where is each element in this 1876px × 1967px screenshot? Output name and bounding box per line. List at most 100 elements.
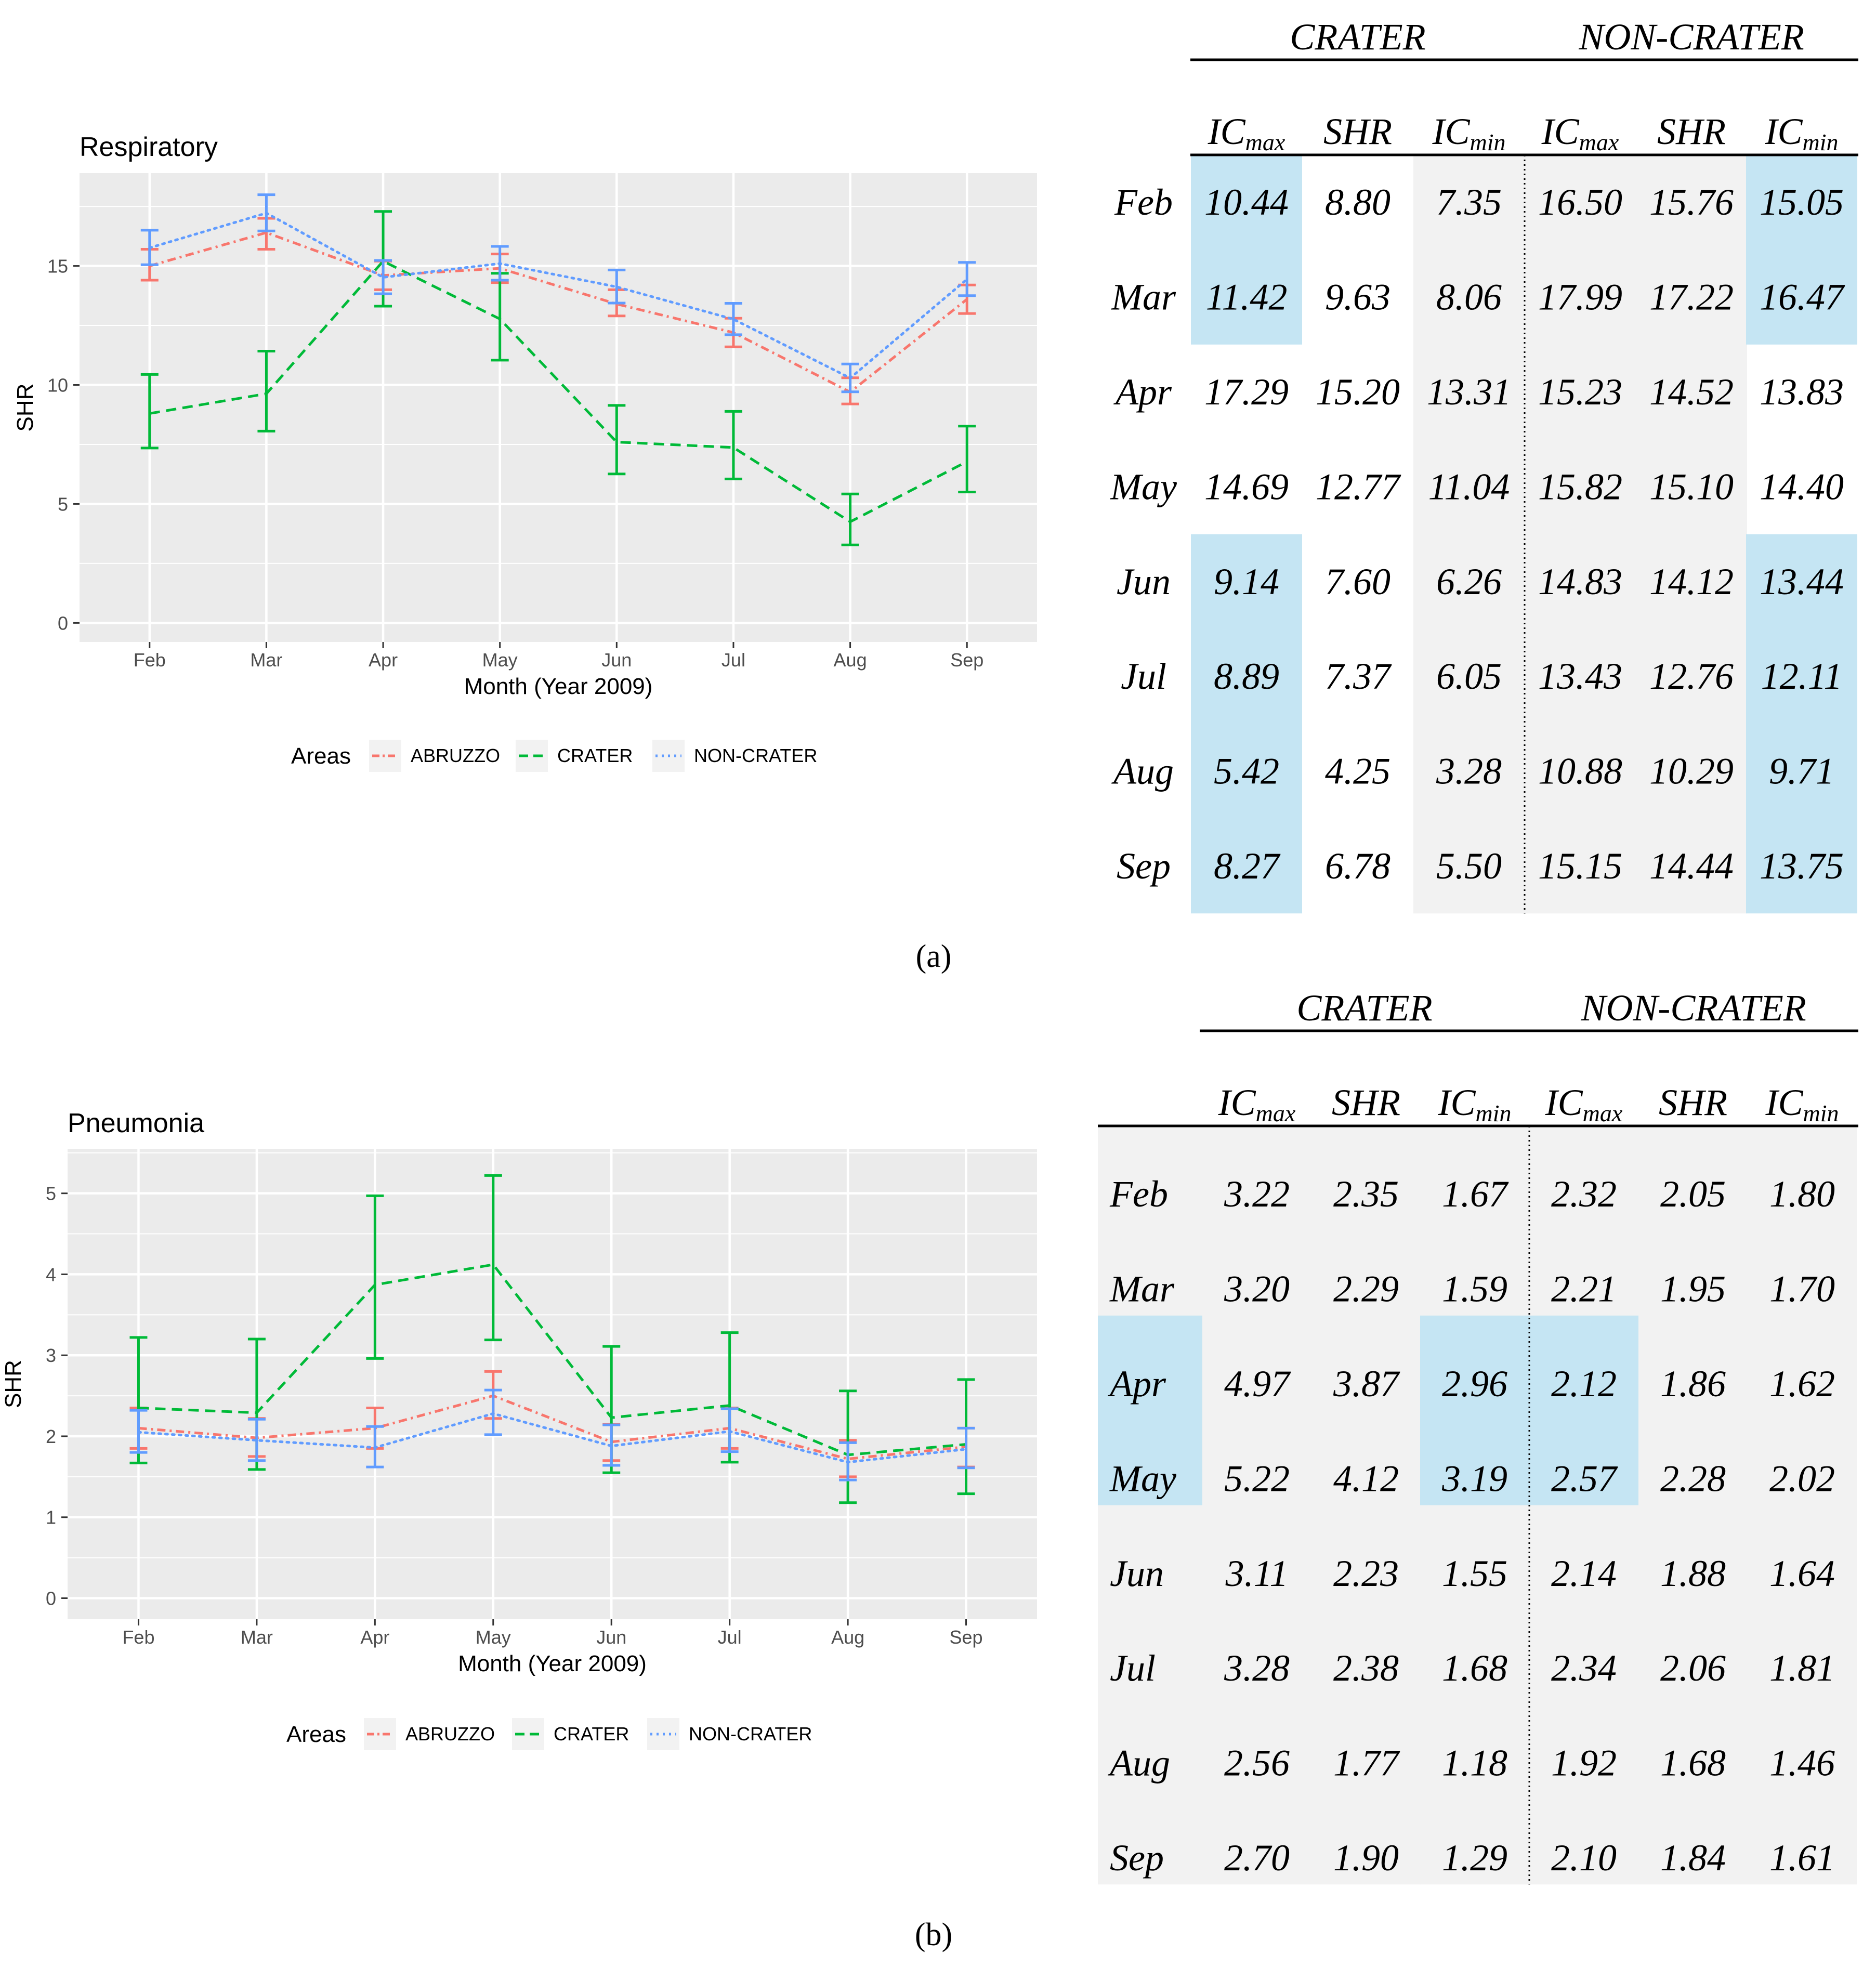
row-month: May <box>1110 466 1177 507</box>
x-tick-label: Aug <box>834 649 867 671</box>
group-header: CRATER <box>1296 987 1432 1029</box>
row-month: Sep <box>1110 1837 1164 1879</box>
highlight-cell <box>1529 1315 1638 1505</box>
column-header-sub: min <box>1803 129 1839 155</box>
table-cell: 1.29 <box>1442 1837 1507 1879</box>
table-cell: 2.05 <box>1660 1173 1726 1215</box>
table-cell: 1.86 <box>1660 1363 1726 1405</box>
column-header: ICmin <box>1432 111 1506 155</box>
y-tick-label: 4 <box>46 1264 56 1285</box>
table-cell: 17.99 <box>1538 277 1622 318</box>
table-cell: 8.06 <box>1436 277 1502 318</box>
table-cell: 15.82 <box>1538 466 1622 507</box>
x-axis-label: Month (Year 2009) <box>464 674 653 699</box>
table-cell: 2.14 <box>1551 1553 1617 1594</box>
table-cell: 14.44 <box>1649 845 1734 887</box>
table-cell: 8.27 <box>1214 845 1281 887</box>
plot-panel <box>68 1149 1037 1619</box>
table-cell: 2.23 <box>1333 1553 1399 1594</box>
table-cell: 2.32 <box>1551 1173 1617 1215</box>
x-tick-label: Mar <box>241 1627 273 1648</box>
legend: Areas ABRUZZO CRATER NON-CRATER <box>286 1718 812 1750</box>
x-tick-label: Sep <box>950 1627 983 1648</box>
series-line <box>137 1412 968 1464</box>
legend-label: ABRUZZO <box>405 1723 495 1745</box>
highlight-cell <box>1746 155 1857 345</box>
table-cell: 1.84 <box>1660 1837 1726 1879</box>
table-cell: 1.68 <box>1660 1742 1726 1784</box>
table-cell: 14.83 <box>1538 561 1622 602</box>
column-header-main: SHR <box>1332 1082 1400 1123</box>
row-month: May <box>1109 1458 1176 1499</box>
column-shade <box>1636 155 1747 914</box>
table-cell: 6.78 <box>1325 845 1390 887</box>
table-cell: 16.47 <box>1760 277 1845 318</box>
table-cell: 15.10 <box>1649 466 1734 507</box>
column-shade <box>1525 155 1636 914</box>
table-cell: 1.95 <box>1660 1268 1726 1310</box>
column-header-main: IC <box>1438 1082 1476 1123</box>
legend-label: ABRUZZO <box>411 745 500 766</box>
chart-title: Pneumonia <box>68 1108 204 1138</box>
x-tick-label: Jun <box>596 1627 626 1648</box>
table-row: Feb 3.22 2.35 1.67 2.32 2.05 1.80 <box>1109 1173 1835 1215</box>
column-header-main: SHR <box>1659 1082 1727 1123</box>
table-cell: 1.90 <box>1333 1837 1399 1879</box>
row-month: Aug <box>1108 1742 1170 1784</box>
table-row: Jun 9.14 7.60 6.26 14.83 14.12 13.44 <box>1117 561 1844 602</box>
column-header-main: IC <box>1218 1082 1256 1123</box>
column-header: SHR <box>1659 1082 1727 1123</box>
column-header-sub: max <box>1583 1100 1623 1126</box>
table-cell: 2.02 <box>1769 1458 1835 1499</box>
table-cell: 2.38 <box>1333 1647 1399 1689</box>
table-row: Sep 2.70 1.90 1.29 2.10 1.84 1.61 <box>1110 1837 1835 1879</box>
y-tick-label: 5 <box>46 1183 56 1204</box>
table-cell: 1.88 <box>1660 1553 1726 1594</box>
row-month: Aug <box>1111 751 1174 792</box>
table-cell: 11.42 <box>1206 277 1288 318</box>
table-row: May 14.69 12.77 11.04 15.82 15.10 14.40 <box>1110 466 1844 507</box>
table-cell: 1.68 <box>1442 1647 1507 1689</box>
table-cell: 4.25 <box>1325 751 1390 792</box>
table-cell: 1.61 <box>1769 1837 1835 1879</box>
table-cell: 14.52 <box>1649 371 1734 413</box>
table-cell: 5.50 <box>1436 845 1502 887</box>
column-header-main: IC <box>1765 1082 1804 1123</box>
column-header-sub: max <box>1256 1100 1296 1126</box>
column-header-main: IC <box>1432 111 1471 152</box>
table-row: Mar 3.20 2.29 1.59 2.21 1.95 1.70 <box>1109 1268 1835 1310</box>
table-cell: 1.77 <box>1333 1742 1400 1784</box>
table-cell: 2.34 <box>1551 1647 1617 1689</box>
chart-title: Respiratory <box>80 132 218 162</box>
table-cell: 1.46 <box>1769 1742 1835 1784</box>
column-header-main: IC <box>1208 111 1246 152</box>
row-month: Feb <box>1109 1173 1168 1215</box>
table-cell: 9.14 <box>1214 561 1279 602</box>
table-cell: 2.35 <box>1333 1173 1399 1215</box>
y-axis-label: SHR <box>1 1360 26 1408</box>
table-cell: 3.87 <box>1333 1363 1400 1405</box>
chart-respiratory: Respiratory 0 5 10 15 Feb Mar Apr May Jun Jul Aug Se… <box>12 132 1037 772</box>
highlight-cell <box>1191 534 1302 914</box>
table-cell: 15.76 <box>1649 181 1734 223</box>
series-noncrater <box>129 1388 975 1481</box>
table-cell: 13.31 <box>1427 371 1511 413</box>
table-cell: 11.04 <box>1428 466 1510 507</box>
table-cell: 15.20 <box>1316 371 1400 413</box>
column-header-main: SHR <box>1657 111 1726 152</box>
series-line <box>148 212 968 380</box>
table-cell: 1.59 <box>1442 1268 1507 1310</box>
column-header: ICmin <box>1765 1082 1839 1126</box>
panel-label-b: (b) <box>915 1917 952 1952</box>
table-cell: 1.64 <box>1769 1553 1835 1594</box>
plot-panel <box>80 173 1037 642</box>
table-cell: 1.18 <box>1442 1742 1507 1784</box>
column-header: SHR <box>1323 111 1392 152</box>
table-cell: 6.26 <box>1436 561 1502 602</box>
table-cell: 7.60 <box>1325 561 1390 602</box>
series-noncrater <box>140 193 976 394</box>
row-month: Sep <box>1117 845 1171 887</box>
table-row: Mar 11.42 9.63 8.06 17.99 17.22 16.47 <box>1111 277 1845 318</box>
x-tick-label: Jul <box>721 649 745 671</box>
